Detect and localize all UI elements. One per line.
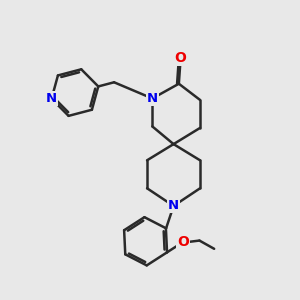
Text: O: O <box>174 51 186 65</box>
Text: N: N <box>168 200 179 212</box>
Text: O: O <box>177 235 189 249</box>
Text: N: N <box>46 92 57 105</box>
Text: N: N <box>147 92 158 105</box>
